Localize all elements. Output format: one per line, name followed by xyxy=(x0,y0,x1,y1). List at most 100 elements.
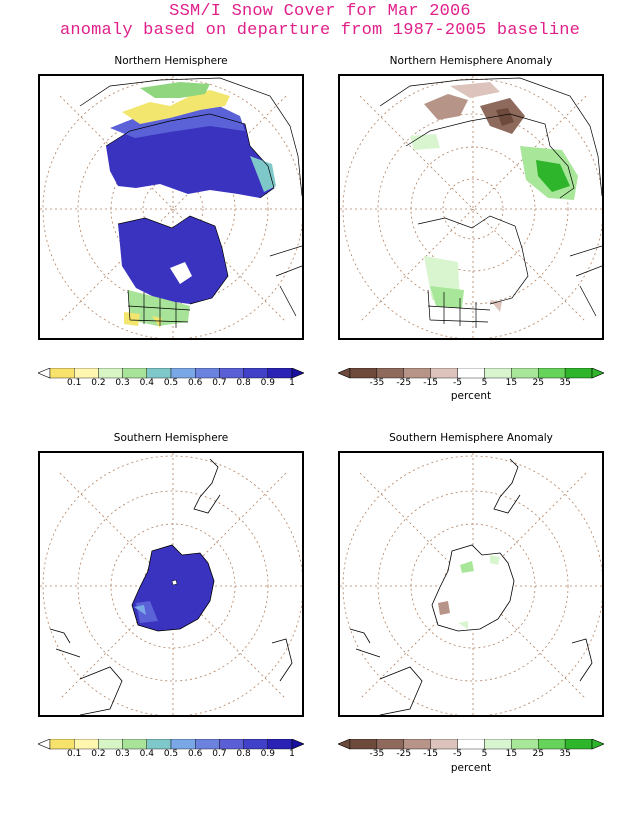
colorbar-swatch xyxy=(511,368,539,379)
colorbar-swatch xyxy=(243,368,269,379)
colorbar-tick-label: -35 xyxy=(369,749,385,759)
colorbar-tick-label: -5 xyxy=(453,378,463,388)
colorbar-tick-label: 15 xyxy=(505,749,518,759)
colorbar-tick-label: -25 xyxy=(396,749,412,759)
colorbar-tick-label: 0.4 xyxy=(139,378,154,388)
colorbar-swatch xyxy=(457,368,485,379)
colorbar-tick-label: 0.9 xyxy=(260,378,275,388)
sh-cover-colorbar-labels: 0.1 0.2 0.3 0.4 0.5 0.6 0.7 0.8 0.9 1 xyxy=(38,749,304,761)
colorbar-swatch xyxy=(146,739,172,750)
colorbar-tick-label: 15 xyxy=(505,378,518,388)
nh-anomaly-colorbar xyxy=(338,368,604,379)
figure-title-line2: anomaly based on departure from 1987-200… xyxy=(59,21,581,40)
colorbar-swatch xyxy=(74,368,99,379)
colorbar-swatch xyxy=(430,739,458,750)
colorbar-swatch xyxy=(430,368,458,379)
colorbar-swatch xyxy=(403,368,431,379)
colorbar-swatch xyxy=(376,739,404,750)
coastlines xyxy=(49,458,293,715)
colorbar-swatch xyxy=(219,739,244,750)
colorbar-tick-label: 0.1 xyxy=(67,378,82,388)
colorbar-right-arrow xyxy=(591,739,604,750)
colorbar-swatch xyxy=(267,739,293,750)
colorbar-tick-label: 5 xyxy=(481,378,488,388)
colorbar-swatch xyxy=(98,368,123,379)
colorbar-swatch xyxy=(146,368,172,379)
colorbar-tick-label: 0.6 xyxy=(188,378,203,388)
colorbar-tick-label: -15 xyxy=(423,378,439,388)
colorbar-tick-label: 0.2 xyxy=(91,749,106,759)
colorbar-tick-label: 0.6 xyxy=(188,749,203,759)
colorbar-tick-label: 25 xyxy=(532,749,544,759)
colorbar-tick-label: -25 xyxy=(396,378,412,388)
colorbar-tick-label: 25 xyxy=(532,378,544,388)
colorbar-swatch xyxy=(122,739,147,750)
coastlines xyxy=(379,77,602,328)
colorbar-left-arrow xyxy=(338,368,351,379)
colorbar-swatch xyxy=(538,368,566,379)
colorbar-tick-label: -15 xyxy=(423,749,439,759)
colorbar-swatch xyxy=(194,739,220,750)
colorbar-swatch xyxy=(511,739,539,750)
colorbar-swatch xyxy=(267,368,293,379)
colorbar-swatch xyxy=(170,739,196,750)
nh-cover-colorbar-labels: 0.1 0.2 0.3 0.4 0.5 0.6 0.7 0.8 0.9 1 xyxy=(38,378,304,390)
colorbar-swatch xyxy=(170,368,196,379)
colorbar-swatch xyxy=(564,739,593,750)
colorbar-tick-label: 0.5 xyxy=(163,378,179,388)
sh-anomaly-colorbar xyxy=(338,739,604,750)
colorbar-tick-label: -5 xyxy=(453,749,463,759)
graticule xyxy=(340,76,602,338)
nh-snow-cover-map xyxy=(38,74,304,340)
colorbar-swatch xyxy=(484,739,512,750)
colorbar-swatch xyxy=(49,368,75,379)
colorbar-right-arrow xyxy=(591,368,604,379)
colorbar-swatch xyxy=(49,739,75,750)
nh-anomaly-map xyxy=(338,74,604,340)
colorbar-swatch xyxy=(243,739,269,750)
north-america-snow xyxy=(118,216,228,304)
colorbar-tick-label: 0.2 xyxy=(91,378,106,388)
sh-cover-colorbar xyxy=(38,739,304,750)
colorbar-tick-label: -35 xyxy=(369,378,385,388)
figure-title-line1: SSM/I Snow Cover for Mar 2006 xyxy=(169,2,471,21)
colorbar-swatch xyxy=(484,368,512,379)
nh-cover-colorbar xyxy=(38,368,304,379)
colorbar-swatch xyxy=(457,739,485,750)
colorbar-right-arrow xyxy=(291,368,304,379)
panel-title-sh: Southern Hemisphere xyxy=(113,432,229,444)
colorbar-tick-label: 0.7 xyxy=(212,749,227,759)
colorbar-tick-label: 1 xyxy=(289,749,295,759)
colorbar-swatch xyxy=(376,368,404,379)
colorbar-tick-label: 1 xyxy=(289,378,295,388)
colorbar-left-arrow xyxy=(338,739,351,750)
colorbar-tick-label: 0.5 xyxy=(163,749,179,759)
colorbar-swatch xyxy=(122,368,147,379)
coastlines xyxy=(349,458,593,715)
colorbar-swatch xyxy=(349,739,378,750)
sh-anomaly-colorbar-labels: -35 -25 -15 -5 5 15 25 35 xyxy=(338,749,604,761)
nh-anomaly-unit: percent xyxy=(450,390,492,402)
nh-anomaly-colorbar-labels: -35 -25 -15 -5 5 15 25 35 xyxy=(338,378,604,390)
colorbar-tick-label: 5 xyxy=(481,749,488,759)
colorbar-swatch xyxy=(219,368,244,379)
colorbar-left-arrow xyxy=(38,368,51,379)
sh-anomaly-map xyxy=(338,451,604,717)
panel-title-nh-anomaly: Northern Hemisphere Anomaly xyxy=(389,55,553,67)
colorbar-tick-label: 0.9 xyxy=(260,749,275,759)
panel-title-nh: Northern Hemisphere xyxy=(114,55,228,67)
colorbar-swatch xyxy=(403,739,431,750)
colorbar-swatch xyxy=(538,739,566,750)
colorbar-swatch xyxy=(74,739,99,750)
panel-title-sh-anomaly: Southern Hemisphere Anomaly xyxy=(389,432,553,444)
colorbar-tick-label: 0.8 xyxy=(236,749,251,759)
colorbar-swatch xyxy=(564,368,593,379)
colorbar-right-arrow xyxy=(291,739,304,750)
colorbar-tick-label: 0.3 xyxy=(115,378,130,388)
colorbar-swatch xyxy=(349,368,378,379)
colorbar-tick-label: 0.1 xyxy=(67,749,82,759)
colorbar-tick-label: 35 xyxy=(559,749,571,759)
colorbar-left-arrow xyxy=(38,739,51,750)
colorbar-swatch xyxy=(194,368,220,379)
sh-anomaly-unit: percent xyxy=(450,762,492,774)
